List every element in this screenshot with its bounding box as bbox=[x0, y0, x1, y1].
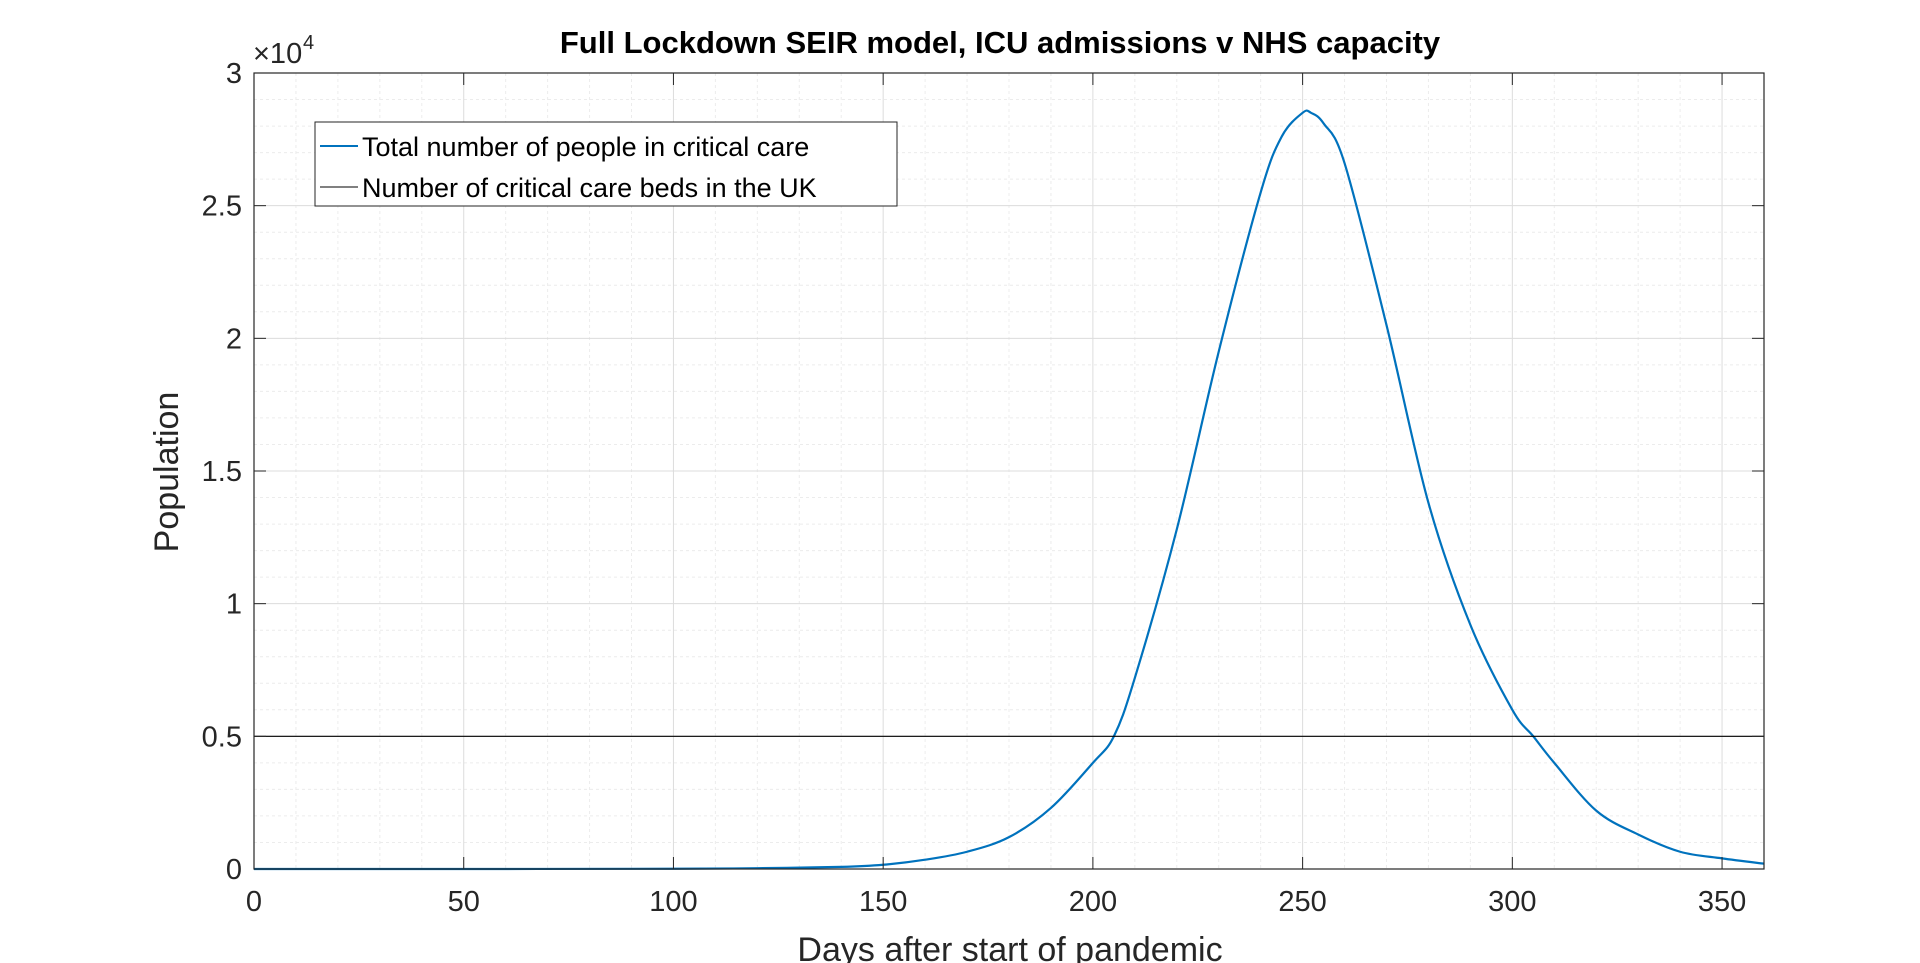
x-tick-label: 100 bbox=[649, 886, 697, 918]
y-tick-label: 0 bbox=[226, 854, 242, 886]
legend-label-beds: Number of critical care beds in the UK bbox=[362, 173, 817, 203]
y-tick-label: 2 bbox=[226, 323, 242, 355]
x-tick-label: 0 bbox=[246, 886, 262, 918]
tick-marks bbox=[253, 72, 1764, 870]
y-tick-label: 1 bbox=[226, 589, 242, 621]
x-tick-label: 300 bbox=[1488, 886, 1536, 918]
y-tick-label: 1.5 bbox=[202, 456, 242, 488]
legend-label-critical-care: Total number of people in critical care bbox=[362, 132, 809, 162]
legend-box bbox=[314, 121, 898, 207]
y-tick-label: 3 bbox=[226, 58, 242, 90]
x-tick-label: 50 bbox=[448, 886, 480, 918]
x-axis-label: Days after start of pandemic bbox=[797, 931, 1222, 963]
y-tick-labels: 0 0.5 1 1.5 2 2.5 3 bbox=[202, 58, 242, 886]
x-tick-label: 350 bbox=[1698, 886, 1746, 918]
y-exponent-base: ×10 bbox=[253, 38, 302, 70]
x-tick-label: 200 bbox=[1069, 886, 1117, 918]
x-tick-labels: 0 50 100 150 200 250 300 350 bbox=[246, 886, 1746, 918]
x-tick-label: 250 bbox=[1278, 886, 1326, 918]
y-tick-label: 2.5 bbox=[202, 191, 242, 223]
legend: Total number of people in critical care … bbox=[314, 121, 898, 207]
y-tick-label: 0.5 bbox=[202, 721, 242, 753]
x-tick-label: 150 bbox=[859, 886, 907, 918]
series-layer bbox=[253, 109, 1765, 871]
y-axis-label: Population bbox=[148, 392, 186, 553]
y-exponent-power: 4 bbox=[303, 32, 314, 54]
chart-title: Full Lockdown SEIR model, ICU admissions… bbox=[560, 25, 1441, 60]
